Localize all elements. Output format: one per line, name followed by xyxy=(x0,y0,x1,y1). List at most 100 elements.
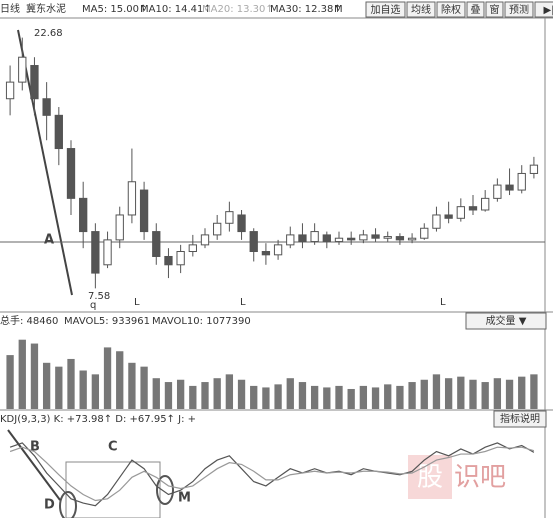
volume-bar xyxy=(91,374,100,409)
box-c xyxy=(65,461,161,518)
candle-body xyxy=(213,222,222,236)
volume-bar xyxy=(396,385,404,409)
annotation: B xyxy=(30,440,40,455)
button-label[interactable]: 叠 xyxy=(471,4,481,16)
candle-body xyxy=(5,81,15,100)
button-box[interactable] xyxy=(365,1,406,18)
annotation: A xyxy=(44,233,54,248)
volume-bar xyxy=(225,374,234,409)
indicator-selector[interactable]: 成交量 ▼ xyxy=(465,312,547,330)
candle-body xyxy=(66,148,76,199)
button-box[interactable] xyxy=(466,1,485,18)
candle-body xyxy=(127,181,137,216)
selector-label[interactable]: 成交量 ▼ xyxy=(486,314,527,327)
volume-bar xyxy=(505,379,514,409)
watermark-box xyxy=(408,455,452,499)
button-box[interactable] xyxy=(534,1,553,18)
volume-bar xyxy=(103,347,112,409)
volume-bar xyxy=(274,384,282,409)
button-label[interactable]: 除权 xyxy=(441,3,461,16)
candle-body xyxy=(188,244,197,253)
low-label: 7.58 xyxy=(88,291,110,302)
candle-body xyxy=(164,255,173,266)
high-label: 22.68 xyxy=(34,28,63,39)
candle-body xyxy=(517,172,526,191)
volume-bar xyxy=(444,378,453,409)
annotation: L xyxy=(240,297,246,308)
toolbar-button[interactable]: 除权 xyxy=(436,1,466,18)
button-label[interactable]: ▶| xyxy=(543,5,553,16)
button-box[interactable] xyxy=(485,1,504,18)
button-label[interactable]: 窗 xyxy=(490,3,500,16)
candle-body xyxy=(79,197,88,233)
ma-label: MA30: 12.38↑ xyxy=(270,4,342,15)
help-box[interactable] xyxy=(493,410,547,428)
help-label[interactable]: 指标说明 xyxy=(500,412,540,425)
volume-bar xyxy=(310,385,319,409)
button-label[interactable]: 预测 xyxy=(509,3,529,16)
volume-bar xyxy=(189,385,197,409)
toolbar-button[interactable]: ▶| xyxy=(534,1,553,18)
volume-bar xyxy=(116,351,124,409)
volume-stat: MAVOL10: 1077390 xyxy=(152,316,251,327)
volume-bar xyxy=(323,387,331,409)
button-box[interactable] xyxy=(406,1,436,18)
volume-bar xyxy=(128,362,136,409)
volume-bar xyxy=(18,339,26,409)
volume-bar xyxy=(347,388,355,409)
button-box[interactable] xyxy=(436,1,466,18)
toolbar-button[interactable]: 预测 xyxy=(504,1,534,18)
volume-bar xyxy=(55,366,63,409)
candle-body xyxy=(225,211,234,224)
watermark: 股 xyxy=(417,463,443,493)
volume-bar xyxy=(140,366,148,409)
volume-bar xyxy=(79,370,87,409)
watermark: 识吧 xyxy=(454,463,506,493)
volume-bar xyxy=(250,385,258,409)
volume-bar xyxy=(420,379,428,409)
candle-body xyxy=(322,234,331,243)
volume-bar xyxy=(176,379,185,409)
annotation: L xyxy=(134,297,140,308)
stock-name: 冀东水泥 xyxy=(26,2,66,15)
volume-bar xyxy=(30,343,39,409)
candle-body xyxy=(139,189,149,233)
toolbar-button[interactable]: 叠 xyxy=(466,1,485,18)
volume-bar xyxy=(457,376,465,409)
volume-bar xyxy=(359,385,368,409)
volume-bar xyxy=(335,385,343,409)
volume-bar xyxy=(67,358,75,409)
candle-body xyxy=(54,114,63,150)
arrow-b xyxy=(7,429,61,501)
volume-bar xyxy=(164,382,173,409)
volume-bar xyxy=(481,382,489,409)
kdj-stat: KDJ(9,3,3) K: +73.98↑ D: +67.95↑ J: + xyxy=(0,414,196,425)
volume-bar xyxy=(6,355,14,409)
toolbar-button[interactable]: 加自选 xyxy=(365,1,406,18)
button-label[interactable]: 均线 xyxy=(411,3,431,16)
volume-bar xyxy=(42,362,51,409)
candle-body xyxy=(420,227,429,239)
candle-body xyxy=(286,234,295,246)
candle-body xyxy=(371,234,380,239)
button-box[interactable] xyxy=(504,1,534,18)
candle-body xyxy=(505,184,514,191)
candle-body xyxy=(347,237,356,241)
volume-bar xyxy=(152,378,160,409)
toolbar-button[interactable]: 均线 xyxy=(406,1,436,18)
selector-box[interactable] xyxy=(465,312,547,330)
candle-body xyxy=(310,231,319,243)
volume-bar xyxy=(201,382,209,409)
candle-body xyxy=(103,239,112,266)
candle-body xyxy=(468,206,478,211)
toolbar-button[interactable]: 窗 xyxy=(485,1,504,18)
candle-body xyxy=(432,214,441,229)
indicator-help[interactable]: 指标说明 xyxy=(493,410,547,428)
button-label[interactable]: 加自选 xyxy=(371,3,401,16)
candle-body xyxy=(30,65,39,100)
volume-bar xyxy=(237,379,246,409)
volume-bar xyxy=(213,378,221,409)
candle-body xyxy=(91,231,100,274)
